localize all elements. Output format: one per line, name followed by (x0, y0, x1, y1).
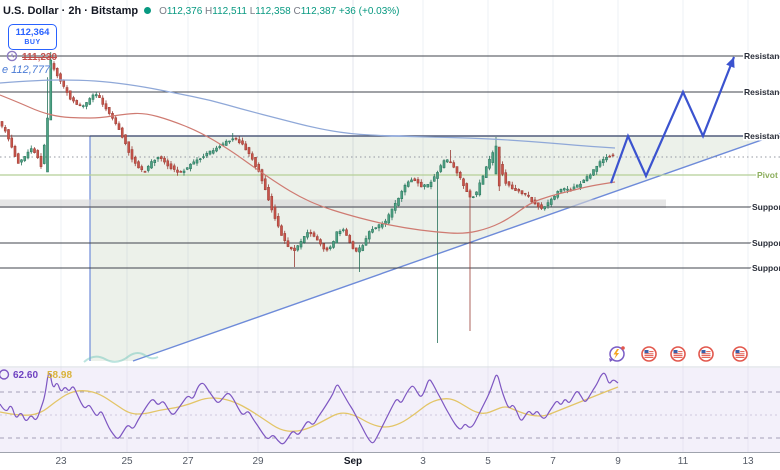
support-resistance-levels (0, 55, 780, 269)
breakout-projection-arrow (609, 56, 736, 184)
rsi-panel: 62.60 58.98 (0, 368, 780, 452)
alert-clock-icon (6, 50, 18, 62)
indicator-value-label: e 112,777 (2, 64, 51, 76)
moving-averages (0, 79, 616, 234)
time-axis: 23 25 27 29 Sep 3 5 7 9 11 13 (0, 452, 780, 470)
watermark-signature (83, 352, 159, 363)
ma-red-line (0, 94, 616, 234)
refresh-lightning-icon[interactable] (609, 346, 625, 362)
axis-label-5[interactable]: 5 (485, 456, 491, 467)
triangle-pattern-drawing (89, 132, 780, 362)
axis-label-13[interactable]: 13 (742, 456, 754, 467)
alert-price: 111,230 (22, 52, 58, 63)
economic-event-us-flag-icon[interactable] (698, 346, 714, 362)
economic-event-us-flag-icon[interactable] (732, 346, 748, 362)
symbol-title[interactable]: U.S. Dollar · 2h · Bitstamp (3, 5, 139, 17)
ohlc-readout: O112,376 H112,511 L112,358 C112,387 +36 … (159, 6, 400, 17)
support-zone-band (0, 199, 666, 208)
watermark (83, 352, 159, 363)
buy-price: 112,364 (15, 27, 50, 38)
axis-label-23[interactable]: 23 (55, 456, 67, 467)
axis-label-27[interactable]: 27 (182, 456, 194, 467)
buy-button[interactable]: 112,364 BUY (8, 24, 57, 50)
axis-label-9[interactable]: 9 (615, 456, 621, 467)
arrowhead (726, 57, 735, 68)
axis-label-25[interactable]: 25 (121, 456, 133, 467)
rsi-line (0, 372, 619, 445)
support-label: Support (752, 263, 780, 273)
support-label: Support (752, 202, 780, 212)
ascending-trendline (132, 132, 780, 362)
economic-event-icons (609, 346, 748, 362)
resistance-label: Resistance (744, 131, 780, 141)
resistance-label: Resistance (744, 51, 780, 61)
rsi-value: 62.60 (13, 370, 38, 381)
axis-label-11[interactable]: 11 (678, 456, 689, 467)
axis-label-3[interactable]: 3 (420, 456, 426, 467)
axis-label-7[interactable]: 7 (550, 456, 556, 467)
level-labels: Resistance Resistance Resistance Pivot Poin… (743, 49, 780, 274)
candlesticks (0, 52, 615, 343)
rsi-indicator-icon[interactable] (0, 369, 10, 380)
rsi-ma-value: 58.98 (47, 370, 72, 381)
buy-label: BUY (24, 38, 41, 46)
economic-event-us-flag-icon[interactable] (670, 346, 686, 362)
axis-label-Sep[interactable]: Sep (344, 456, 362, 467)
pivot-label: Pivot Point (757, 170, 780, 180)
price-alert-label[interactable]: 111,230 (6, 50, 57, 63)
market-open-dot (144, 6, 152, 14)
ma-blue-line (0, 79, 616, 149)
economic-event-us-flag-icon[interactable] (641, 346, 657, 362)
axis-label-29[interactable]: 29 (252, 456, 264, 467)
symbol-header: U.S. Dollar · 2h · Bitstamp O112,376 H112… (3, 5, 400, 17)
resistance-label: Resistance (744, 87, 780, 97)
support-label: Support (752, 238, 780, 248)
